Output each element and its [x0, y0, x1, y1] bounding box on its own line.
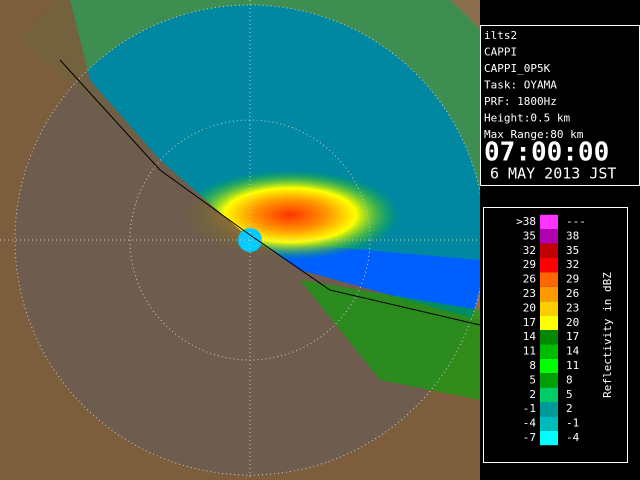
color-swatch — [540, 330, 558, 345]
legend-low: -1 — [523, 402, 536, 415]
legend-high: 14 — [566, 345, 580, 358]
legend-low: 32 — [523, 244, 536, 257]
legend-low: 2 — [529, 388, 536, 401]
color-swatch — [540, 358, 558, 374]
legend-high: 32 — [566, 258, 579, 271]
legend-high: 20 — [566, 316, 579, 329]
legend-high: 38 — [566, 229, 579, 242]
legend-high: 8 — [566, 373, 573, 386]
legend-high: 2 — [566, 402, 573, 415]
legend-low: >38 — [516, 215, 536, 228]
color-swatch — [540, 416, 558, 431]
legend-low: 29 — [523, 258, 536, 271]
color-swatch — [540, 387, 558, 402]
legend-high: 35 — [566, 244, 579, 257]
info-line: Height:0.5 km — [484, 112, 570, 125]
legend-low: 20 — [523, 301, 536, 314]
info-line: ilts2 — [484, 29, 517, 42]
legend-high: -4 — [566, 431, 580, 444]
info-panel — [480, 25, 640, 186]
color-swatch — [540, 344, 558, 359]
legend-low: 5 — [529, 373, 536, 386]
color-swatch — [540, 301, 558, 316]
color-swatch — [540, 430, 558, 446]
color-swatch — [540, 229, 558, 244]
legend-high: 26 — [566, 287, 579, 300]
echo-area — [300, 280, 480, 400]
info-line: Task: OYAMA — [484, 79, 557, 92]
info-text: ilts2 CAPPI CAPPI_0P5K Task: OYAMA PRF: 1800… — [484, 29, 584, 141]
color-swatch — [540, 373, 558, 388]
legend-low: 11 — [523, 345, 536, 358]
info-line: Max Range:80 km — [484, 128, 584, 141]
range-ring — [14, 4, 480, 476]
date: 6 MAY 2013 JST — [490, 165, 616, 183]
legend-low: 17 — [523, 316, 536, 329]
legend-low: 23 — [523, 287, 536, 300]
legend-high: -1 — [566, 417, 579, 430]
color-swatch — [540, 258, 558, 273]
radar-map — [0, 0, 480, 480]
info-line: CAPPI_0P5K — [484, 62, 551, 75]
color-swatch — [540, 402, 558, 417]
time: 07:00:00 — [484, 138, 609, 168]
legend-label: Reflectivity in dBZ — [601, 272, 614, 398]
legend-low: 8 — [529, 359, 536, 372]
legend-high: 11 — [566, 359, 579, 372]
legend-low: -4 — [523, 417, 537, 430]
legend-high: 5 — [566, 388, 573, 401]
legend-high: 17 — [566, 330, 579, 343]
info-line: CAPPI — [484, 46, 517, 59]
color-swatch — [540, 315, 558, 330]
legend-low: -7 — [523, 431, 536, 444]
color-swatch — [540, 214, 558, 230]
color-swatch — [540, 286, 558, 302]
info-line: PRF: 1800Hz — [484, 95, 557, 108]
color-swatch — [540, 243, 558, 258]
legend-low: 26 — [523, 273, 536, 286]
legend-high: --- — [566, 215, 586, 228]
coastline — [59, 59, 480, 326]
legend-high: 23 — [566, 301, 579, 314]
legend-low: 35 — [523, 229, 536, 242]
legend-low: 14 — [523, 330, 537, 343]
color-swatch — [540, 272, 558, 287]
legend-high: 29 — [566, 273, 579, 286]
